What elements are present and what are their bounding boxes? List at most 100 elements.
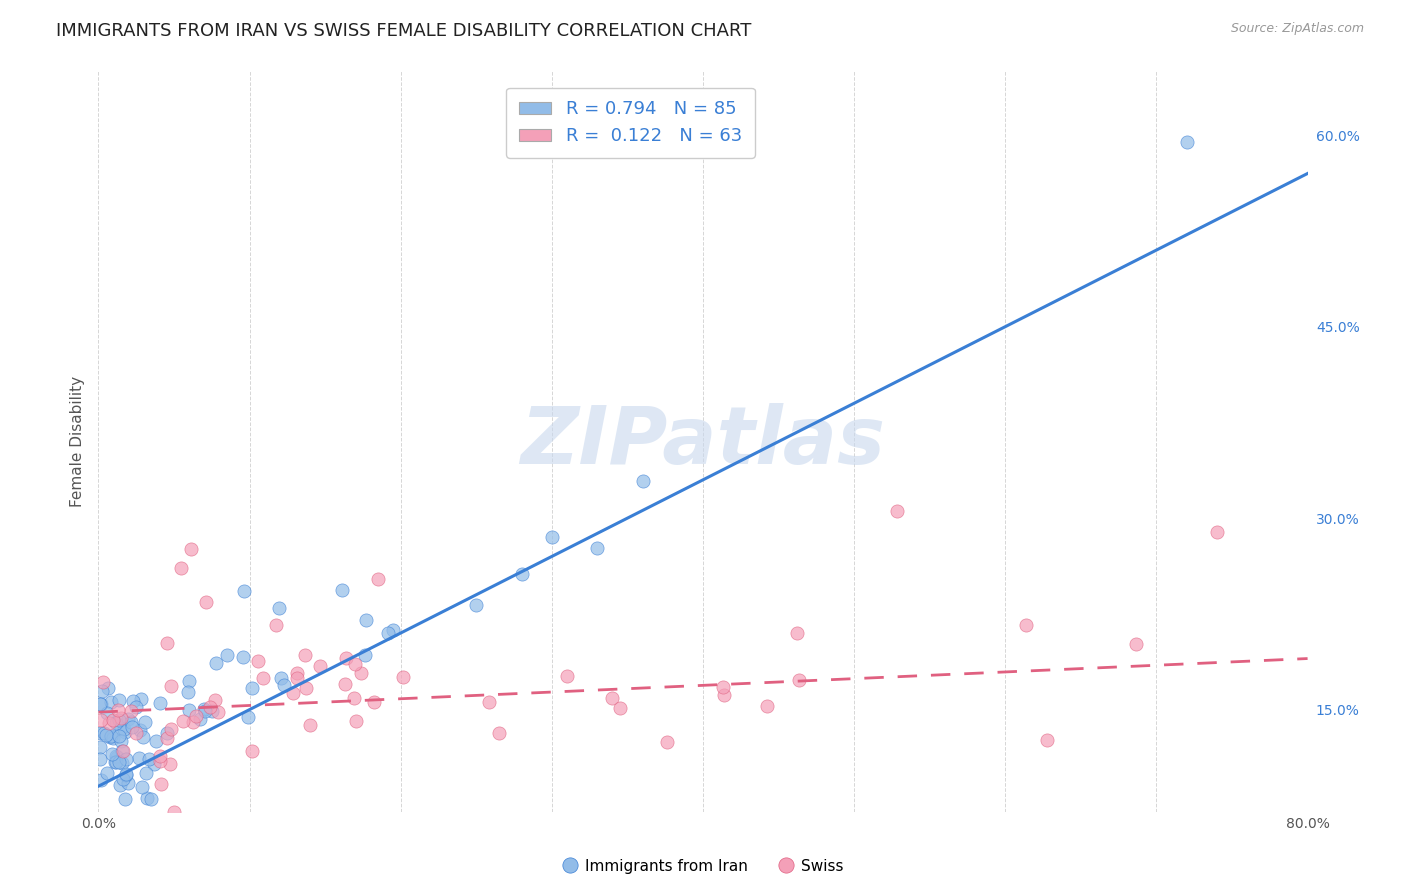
Point: [172, 714, 194, 728]
Point: [1014, 618, 1036, 632]
Point: [156, 726, 179, 740]
Point: [1035, 732, 1057, 747]
Point: [156, 635, 179, 649]
Point: [112, 722, 135, 736]
Point: [267, 600, 290, 615]
Point: [160, 679, 183, 693]
Point: [108, 693, 131, 707]
Point: [1125, 637, 1147, 651]
Point: [356, 613, 378, 627]
Point: [134, 715, 156, 730]
Point: [93, 726, 115, 740]
Point: [111, 743, 134, 757]
Point: [149, 696, 172, 710]
Point: [232, 650, 254, 665]
Point: [115, 752, 138, 766]
Y-axis label: Female Disability: Female Disability: [69, 376, 84, 508]
Point: [609, 701, 631, 715]
Point: [105, 715, 128, 730]
Point: [111, 756, 134, 771]
Point: [128, 751, 150, 765]
Point: [201, 704, 224, 718]
Point: [177, 685, 200, 699]
Point: [104, 755, 127, 769]
Point: [236, 709, 259, 723]
Point: [177, 674, 200, 689]
Point: [344, 714, 367, 729]
Point: [786, 626, 808, 640]
Point: [100, 695, 122, 709]
Point: [131, 780, 153, 794]
Point: [120, 715, 142, 730]
Point: [240, 681, 263, 695]
Point: [90, 713, 112, 727]
Point: [204, 693, 226, 707]
Point: [107, 713, 129, 727]
Point: [285, 665, 308, 680]
Point: [104, 749, 127, 764]
Point: [101, 731, 124, 745]
Point: [586, 541, 609, 556]
Point: [252, 671, 274, 685]
Point: [294, 681, 316, 696]
Legend: Immigrants from Iran, Swiss: Immigrants from Iran, Swiss: [555, 853, 851, 880]
Point: [125, 726, 148, 740]
Point: [540, 530, 562, 544]
Point: [101, 747, 124, 762]
Point: [114, 792, 136, 806]
Point: [1175, 135, 1198, 149]
Point: [121, 720, 143, 734]
Point: [188, 712, 211, 726]
Point: [90, 697, 112, 711]
Point: [367, 572, 389, 586]
Point: [273, 678, 295, 692]
Point: [207, 705, 229, 719]
Point: [110, 711, 132, 725]
Point: [104, 755, 127, 769]
Point: [149, 754, 172, 768]
Point: [112, 744, 135, 758]
Point: [163, 805, 186, 819]
Point: [96, 766, 118, 780]
Point: [170, 561, 193, 575]
Text: ZIPatlas: ZIPatlas: [520, 402, 886, 481]
Point: [111, 772, 134, 786]
Point: [181, 714, 204, 729]
Point: [122, 693, 145, 707]
Point: [330, 583, 353, 598]
Point: [139, 792, 162, 806]
Point: [478, 695, 501, 709]
Point: [117, 712, 139, 726]
Point: [136, 791, 159, 805]
Point: [756, 699, 779, 714]
Point: [142, 757, 165, 772]
Point: [129, 723, 152, 738]
Point: [308, 658, 330, 673]
Point: [631, 475, 654, 489]
Point: [240, 743, 263, 757]
Point: [335, 651, 357, 665]
Point: [135, 765, 157, 780]
Point: [96, 706, 118, 720]
Point: [115, 768, 138, 782]
Point: [90, 726, 112, 740]
Point: [465, 598, 488, 612]
Point: [156, 731, 179, 745]
Point: [787, 673, 810, 688]
Point: [159, 757, 181, 772]
Point: [98, 730, 121, 744]
Point: [377, 626, 399, 640]
Point: [180, 542, 202, 557]
Point: [285, 671, 308, 685]
Point: [1205, 524, 1227, 539]
Point: [381, 623, 404, 637]
Point: [138, 752, 160, 766]
Point: [131, 691, 153, 706]
Point: [98, 716, 121, 731]
Point: [335, 676, 357, 690]
Point: [247, 654, 270, 668]
Point: [90, 773, 112, 788]
Point: [107, 755, 129, 769]
Point: [713, 688, 735, 702]
Point: [886, 503, 908, 517]
